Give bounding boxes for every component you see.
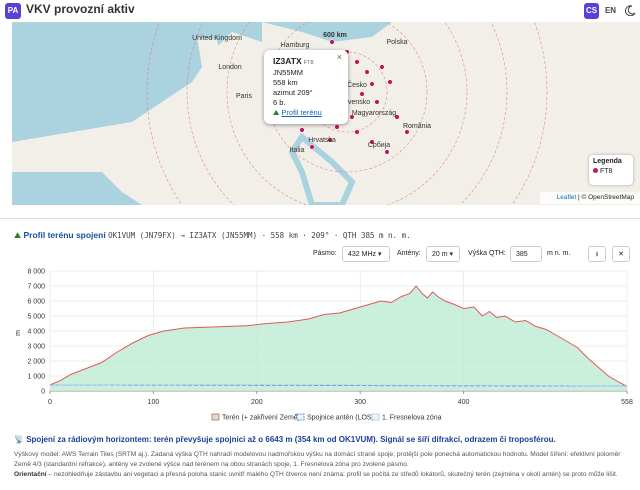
terrain-line	[49, 285, 628, 387]
legend-item: FT8	[600, 168, 613, 175]
y-axis-label: m	[15, 330, 22, 336]
fresnel-line	[49, 384, 628, 387]
y-tick-label: 6 000	[27, 299, 45, 306]
profile-link[interactable]: Profil terénu	[281, 108, 322, 117]
popup-mode: FT8	[303, 60, 314, 66]
popup-locator: JN55MM	[273, 68, 304, 77]
map-label: Србија	[368, 141, 390, 149]
y-tick-label: 2 000	[27, 359, 45, 366]
popup-distance: 558 km	[273, 78, 298, 87]
theme-toggle[interactable]	[625, 5, 636, 16]
result-text: 📡 Spojení za rádiovým horizontem: terén …	[14, 435, 556, 444]
y-tick-label: 1 000	[27, 374, 45, 381]
x-tick-label: 300	[354, 399, 366, 406]
map-label: London	[218, 64, 241, 71]
close-icon[interactable]: ×	[336, 52, 342, 62]
profile-chart: 0 1 000 2 000 3 000 4 000 5 000 6 000 7 000 8 00…	[15, 269, 633, 422]
popup-azimuth: azimut 209°	[273, 88, 313, 97]
map-label: Paris	[236, 93, 252, 100]
x-tick-label: 400	[458, 399, 470, 406]
map-label: România	[403, 123, 431, 130]
controls: Pásmo: 432 MHz ▾ Antény: 20 m ▾ Výška QT…	[310, 246, 640, 264]
select-value: 20 m	[432, 251, 448, 258]
result: Spojení za rádiovým horizontem: terén př…	[26, 435, 556, 444]
y-tick-label: 8 000	[27, 269, 45, 276]
attribution-text: | © OpenStreetMap	[578, 194, 634, 201]
qth-input[interactable]: 385	[510, 246, 542, 262]
legend-swatch	[296, 413, 305, 421]
popup-points: 6 b.	[273, 98, 286, 107]
download-button[interactable]: ⭳	[588, 246, 606, 262]
y-tick-label: 7 000	[27, 284, 45, 291]
map-label: United Kingdom	[192, 35, 242, 42]
panel-title: ⛰ Profil terénu spojení OK1VUM (JN79FX) …	[14, 230, 411, 240]
legend-label: Terén (+ zakřivení Země)	[222, 415, 300, 422]
ring-label: 600 km	[323, 32, 347, 39]
x-tick-label: 0	[48, 399, 52, 406]
legend-label: 1. Fresnelova zóna	[382, 415, 442, 422]
lang-button[interactable]: EN	[604, 6, 617, 15]
y-tick-label: 0	[41, 389, 45, 396]
y-tick-label: 5 000	[27, 314, 45, 321]
map-legend: Legenda FT8	[589, 155, 633, 185]
map-label: Hrvatska	[308, 137, 336, 144]
legend-dot	[593, 168, 598, 173]
antenna-select[interactable]: 20 m ▾	[426, 246, 460, 262]
control-label: m n. m.	[547, 250, 571, 257]
map-label: Hamburg	[281, 42, 310, 49]
map-label: Polska	[386, 39, 407, 46]
close-button[interactable]: ✕	[612, 246, 630, 262]
control-label: Antény:	[397, 250, 421, 257]
logo: PA	[5, 3, 21, 19]
x-tick-label: 200	[251, 399, 263, 406]
attribution-link[interactable]: Leaflet	[556, 194, 577, 201]
note: Výškový model: AWS Terrain Tiles (SRTM a…	[14, 450, 634, 480]
map-label: Česko	[347, 80, 367, 89]
map-label: Slovensko	[338, 99, 370, 106]
map-label: Magyarország	[352, 110, 396, 117]
header: PA VKV provozní aktiv CS EN	[0, 0, 640, 22]
legend-swatch	[371, 413, 380, 421]
control-label: Pásmo:	[313, 250, 337, 257]
panel-subtitle: OK1VUM (JN79FX) → IZ3ATX (JN55MM) · 558 …	[108, 231, 411, 240]
profile-panel: ⛰ Profil terénu spojení OK1VUM (JN79FX) …	[0, 218, 640, 490]
popup: × IZ3ATX FT8 JN55MM 558 km azimut 209° 6…	[264, 50, 348, 124]
legend-label: Spojnice antén (LOS)	[307, 415, 374, 422]
lang-button[interactable]: CS	[584, 3, 599, 19]
control-label: Výška QTH:	[468, 250, 506, 257]
select-value: 432 MHz	[348, 251, 377, 258]
terrain-area	[50, 286, 627, 391]
attribution: Leaflet | © OpenStreetMap	[540, 192, 640, 204]
legend-title: Legenda	[593, 158, 622, 165]
popup-call: IZ3ATX	[273, 56, 302, 66]
map-label: Italia	[290, 147, 305, 154]
input-value: 385	[516, 251, 528, 258]
legend-swatch	[211, 413, 220, 421]
caveat-text: – nezohledňuje zástavbu ani vegetaci a p…	[46, 471, 618, 478]
y-tick-label: 4 000	[27, 329, 45, 336]
x-tick-label: 100	[148, 399, 160, 406]
app-title: VKV provozní aktiv	[26, 2, 135, 16]
x-tick-label: 558	[621, 399, 633, 406]
panel-heading: Profil terénu spojení	[23, 230, 106, 240]
y-tick-label: 3 000	[27, 344, 45, 351]
caveat-title: Orientační	[14, 471, 47, 478]
band-select[interactable]: 432 MHz ▾	[342, 246, 390, 262]
note-text: Výškový model: AWS Terrain Tiles (SRTM a…	[14, 451, 621, 468]
